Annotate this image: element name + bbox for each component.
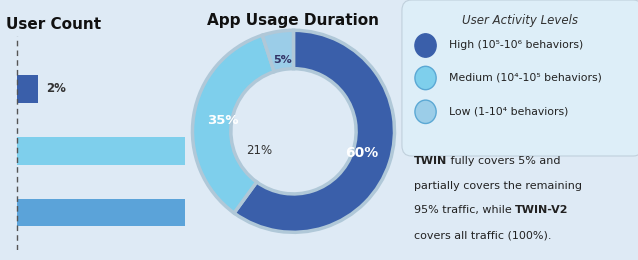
Bar xyxy=(17,75,38,103)
Wedge shape xyxy=(234,30,394,232)
Text: 60%: 60% xyxy=(345,146,378,160)
FancyBboxPatch shape xyxy=(402,0,638,156)
Text: fully covers 5% and: fully covers 5% and xyxy=(447,156,561,166)
Text: Medium (10⁴-10⁵ behaviors): Medium (10⁴-10⁵ behaviors) xyxy=(449,73,602,83)
Text: 95% traffic, while: 95% traffic, while xyxy=(413,205,515,215)
Text: User Count: User Count xyxy=(6,17,101,32)
Text: High (10⁵-10⁶ behaviors): High (10⁵-10⁶ behaviors) xyxy=(449,41,583,50)
Text: partially covers the remaining: partially covers the remaining xyxy=(413,181,582,191)
Text: 5%: 5% xyxy=(273,55,292,66)
Bar xyxy=(17,137,237,165)
Text: 35%: 35% xyxy=(207,114,239,127)
Wedge shape xyxy=(193,35,274,213)
Circle shape xyxy=(415,34,436,57)
Text: covers all traffic (100%).: covers all traffic (100%). xyxy=(413,230,551,240)
Text: TWIN: TWIN xyxy=(413,156,447,166)
Text: App Usage Duration: App Usage Duration xyxy=(207,12,380,28)
Text: 21%: 21% xyxy=(246,144,272,157)
Wedge shape xyxy=(262,30,293,72)
Text: 2%: 2% xyxy=(47,82,66,95)
Circle shape xyxy=(415,66,436,90)
Bar xyxy=(17,199,638,226)
Circle shape xyxy=(415,100,436,124)
Text: Low (1-10⁴ behaviors): Low (1-10⁴ behaviors) xyxy=(449,107,568,117)
Text: User Activity Levels: User Activity Levels xyxy=(462,14,578,27)
Text: TWIN-V2: TWIN-V2 xyxy=(515,205,568,215)
